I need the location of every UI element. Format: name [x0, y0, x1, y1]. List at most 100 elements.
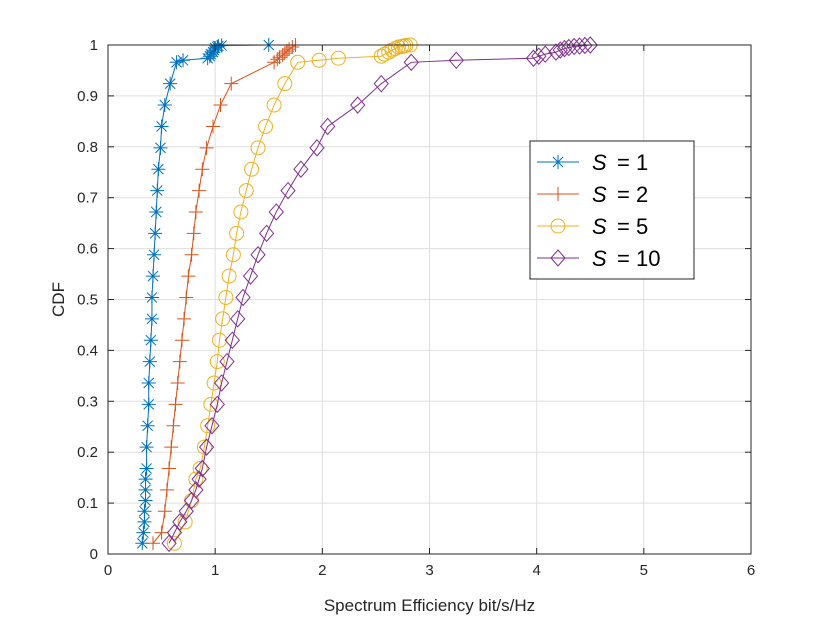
legend: S = 1 S = 2 S = 5 S = 10	[529, 140, 695, 280]
data-point-marker	[194, 459, 210, 478]
data-point-marker	[330, 50, 346, 66]
data-point-marker	[138, 493, 153, 508]
data-point-marker	[373, 74, 389, 93]
data-point-marker	[147, 247, 162, 262]
data-point-marker	[184, 247, 199, 262]
legend-value: = 5	[617, 214, 648, 239]
data-point-marker	[531, 47, 547, 65]
data-point-marker	[550, 249, 566, 267]
data-point-marker	[277, 76, 293, 92]
data-point-marker	[196, 439, 212, 455]
x-axis-label: Spectrum Efficiency bit/s/Hz	[324, 596, 535, 615]
data-point-marker	[179, 290, 194, 305]
data-point-marker	[186, 226, 201, 241]
y-tick-label: 1	[90, 37, 98, 54]
legend-symbol: S	[592, 150, 607, 175]
data-point-marker	[551, 155, 565, 169]
data-point-marker	[552, 41, 568, 59]
data-point-marker	[138, 472, 153, 487]
data-point-marker	[166, 523, 183, 542]
series-layer	[135, 36, 598, 553]
data-point-marker	[279, 44, 294, 59]
data-point-marker	[230, 310, 246, 328]
data-point-marker	[556, 39, 573, 58]
data-point-marker	[141, 397, 156, 412]
data-point-marker	[178, 502, 194, 521]
data-point-marker	[176, 53, 191, 68]
data-point-marker	[350, 96, 366, 114]
data-point-marker	[582, 36, 598, 54]
y-axis-label: CDF	[49, 282, 68, 317]
data-point-marker	[146, 536, 161, 551]
data-point-marker	[311, 52, 327, 68]
data-point-marker	[150, 183, 165, 198]
legend-entry: S = 5	[537, 214, 648, 239]
data-point-marker	[154, 525, 169, 540]
data-point-marker	[168, 397, 183, 412]
legend-entry: S = 10	[537, 246, 660, 271]
data-point-marker	[136, 525, 151, 540]
data-point-marker	[206, 119, 221, 134]
data-point-marker	[209, 395, 225, 414]
data-point-marker	[225, 247, 241, 263]
data-point-marker	[448, 51, 464, 70]
data-point-marker	[142, 354, 157, 369]
legend-entry: S = 1	[537, 150, 648, 175]
y-tick-label: 0.6	[77, 241, 98, 258]
data-point-marker	[403, 53, 419, 72]
data-point-marker	[138, 482, 153, 497]
data-point-marker	[202, 49, 217, 64]
data-point-marker	[157, 98, 172, 113]
data-point-marker	[238, 183, 254, 199]
series-2	[146, 38, 303, 551]
series-4	[161, 36, 598, 553]
legend-entry: S = 2	[537, 182, 648, 207]
data-point-marker	[177, 311, 192, 326]
data-point-marker	[170, 375, 185, 390]
data-point-marker	[244, 161, 260, 177]
legend-symbol: S	[592, 214, 607, 239]
data-point-marker	[320, 117, 336, 136]
x-tick-label: 4	[532, 562, 540, 579]
data-point-marker	[235, 288, 251, 307]
data-point-marker	[211, 332, 227, 348]
series-3	[166, 37, 418, 551]
data-point-marker	[169, 55, 184, 70]
data-point-marker	[174, 333, 189, 348]
data-point-marker	[550, 218, 566, 234]
data-point-marker	[548, 43, 564, 61]
data-point-marker	[293, 160, 309, 178]
data-point-marker	[161, 534, 177, 553]
data-point-marker	[203, 396, 219, 412]
data-point-marker	[282, 42, 297, 57]
data-point-marker	[166, 535, 182, 551]
x-tick-label: 5	[640, 562, 648, 579]
data-point-marker	[148, 226, 163, 241]
data-point-marker	[154, 119, 169, 134]
data-point-marker	[137, 514, 152, 529]
data-point-marker	[166, 418, 181, 433]
x-tick-label: 0	[104, 562, 112, 579]
data-point-marker	[153, 140, 168, 155]
data-point-marker	[144, 311, 159, 326]
data-point-marker	[172, 354, 187, 369]
data-point-marker	[211, 39, 226, 54]
y-tick-label: 0.1	[77, 495, 98, 512]
x-tick-label: 2	[318, 562, 326, 579]
data-point-marker	[551, 187, 565, 201]
x-tick-label: 3	[425, 562, 433, 579]
data-point-marker	[224, 331, 240, 349]
legend-value: = 10	[617, 246, 660, 271]
data-point-marker	[200, 418, 216, 434]
data-point-marker	[258, 118, 274, 134]
data-point-marker	[163, 76, 178, 91]
y-tick-label: 0.3	[77, 393, 98, 410]
data-point-marker	[213, 374, 230, 392]
y-tick-label: 0.8	[77, 139, 98, 156]
data-point-marker	[280, 181, 296, 200]
data-point-marker	[143, 333, 158, 348]
data-point-marker	[192, 183, 207, 198]
data-point-marker	[272, 50, 287, 65]
data-point-marker	[387, 41, 403, 57]
